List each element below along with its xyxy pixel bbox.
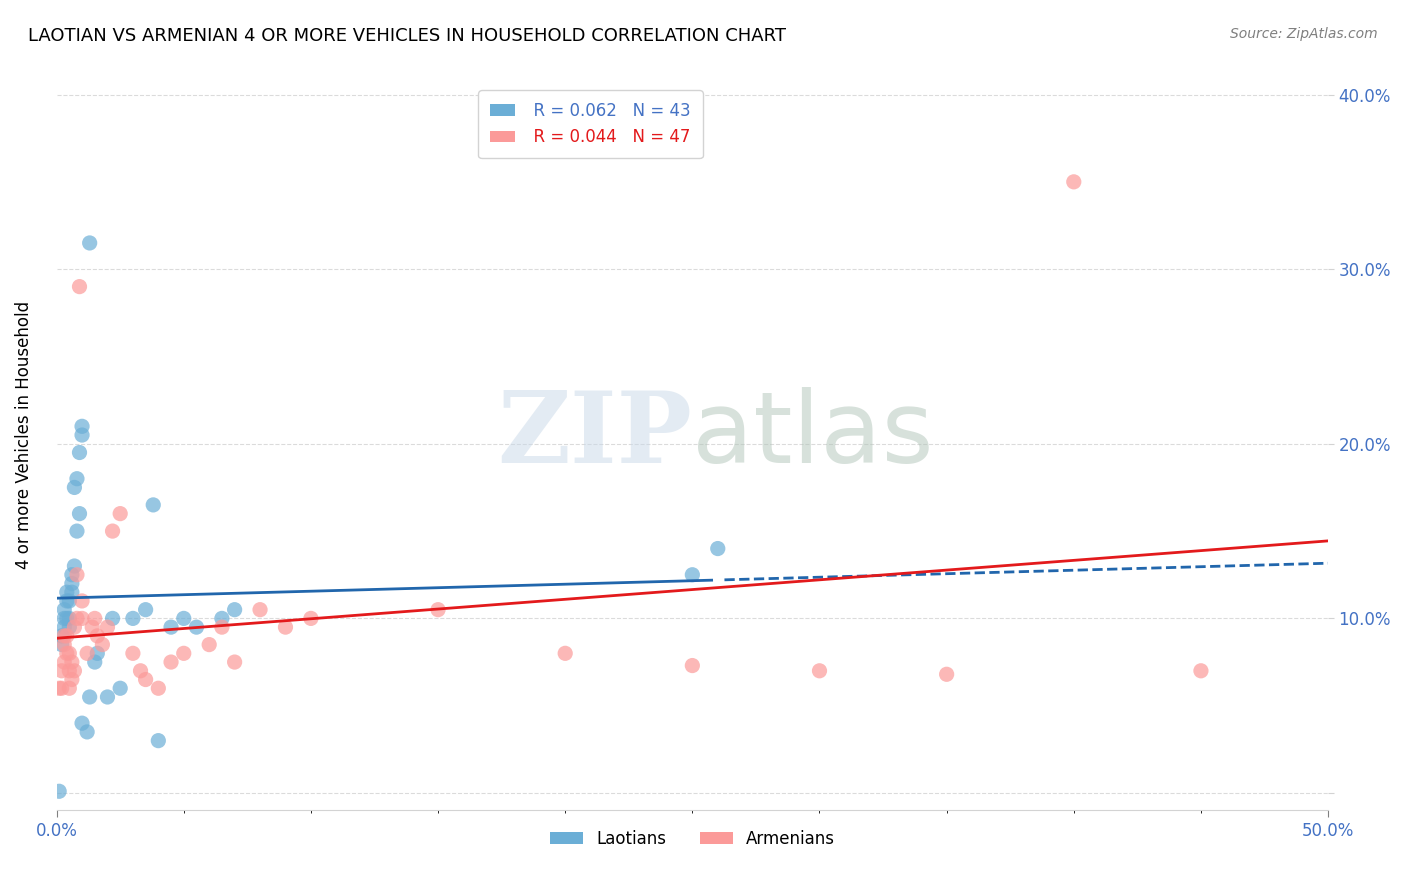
Laotians	[53, 602, 76, 616]
Laotians	[83, 655, 105, 669]
Laotians	[53, 620, 76, 634]
Armenians	[51, 664, 73, 678]
Armenians	[63, 664, 86, 678]
Armenians	[69, 279, 91, 293]
Laotians	[135, 602, 157, 616]
Armenians	[70, 594, 93, 608]
Laotians	[707, 541, 730, 556]
Armenians	[427, 602, 450, 616]
Laotians	[51, 629, 73, 643]
Laotians	[58, 594, 80, 608]
Laotians	[58, 611, 80, 625]
Laotians	[160, 620, 183, 634]
Armenians	[86, 629, 108, 643]
Laotians	[60, 576, 83, 591]
Armenians	[135, 673, 157, 687]
Text: LAOTIAN VS ARMENIAN 4 OR MORE VEHICLES IN HOUSEHOLD CORRELATION CHART: LAOTIAN VS ARMENIAN 4 OR MORE VEHICLES I…	[28, 27, 786, 45]
Armenians	[66, 611, 89, 625]
Armenians	[53, 655, 76, 669]
Laotians	[70, 428, 93, 442]
Laotians	[66, 524, 89, 538]
Armenians	[122, 646, 145, 660]
Armenians	[935, 667, 957, 681]
Armenians	[55, 646, 77, 660]
Armenians	[53, 638, 76, 652]
Text: Source: ZipAtlas.com: Source: ZipAtlas.com	[1230, 27, 1378, 41]
Laotians	[681, 567, 703, 582]
Armenians	[51, 681, 73, 696]
Armenians	[808, 664, 831, 678]
Armenians	[1063, 175, 1085, 189]
Laotians	[63, 559, 86, 574]
Laotians	[76, 725, 98, 739]
Laotians	[108, 681, 131, 696]
Laotians	[48, 784, 70, 798]
Text: atlas: atlas	[692, 386, 934, 483]
Armenians	[58, 681, 80, 696]
Laotians	[211, 611, 233, 625]
Laotians	[70, 419, 93, 434]
Laotians	[60, 567, 83, 582]
Armenians	[299, 611, 322, 625]
Armenians	[91, 638, 114, 652]
Armenians	[681, 658, 703, 673]
Laotians	[55, 594, 77, 608]
Armenians	[148, 681, 170, 696]
Armenians	[160, 655, 183, 669]
Laotians	[53, 611, 76, 625]
Armenians	[55, 629, 77, 643]
Laotians	[122, 611, 145, 625]
Armenians	[60, 655, 83, 669]
Armenians	[1189, 664, 1212, 678]
Armenians	[173, 646, 195, 660]
Armenians	[108, 507, 131, 521]
Armenians	[101, 524, 124, 538]
Legend: Laotians, Armenians: Laotians, Armenians	[543, 823, 842, 855]
Laotians	[224, 602, 246, 616]
Laotians	[96, 690, 118, 704]
Armenians	[198, 638, 221, 652]
Laotians	[142, 498, 165, 512]
Armenians	[60, 673, 83, 687]
Laotians	[55, 611, 77, 625]
Y-axis label: 4 or more Vehicles in Household: 4 or more Vehicles in Household	[15, 301, 32, 569]
Laotians	[86, 646, 108, 660]
Armenians	[96, 620, 118, 634]
Laotians	[66, 472, 89, 486]
Armenians	[48, 681, 70, 696]
Laotians	[79, 690, 101, 704]
Laotians	[70, 716, 93, 731]
Armenians	[83, 611, 105, 625]
Armenians	[274, 620, 297, 634]
Laotians	[58, 620, 80, 634]
Armenians	[554, 646, 576, 660]
Laotians	[60, 585, 83, 599]
Armenians	[82, 620, 104, 634]
Armenians	[76, 646, 98, 660]
Armenians	[70, 611, 93, 625]
Text: ZIP: ZIP	[498, 386, 692, 483]
Armenians	[211, 620, 233, 634]
Laotians	[63, 480, 86, 494]
Laotians	[51, 638, 73, 652]
Laotians	[69, 507, 91, 521]
Armenians	[249, 602, 271, 616]
Armenians	[58, 646, 80, 660]
Laotians	[69, 445, 91, 459]
Laotians	[55, 585, 77, 599]
Armenians	[129, 664, 152, 678]
Laotians	[148, 733, 170, 747]
Armenians	[58, 664, 80, 678]
Laotians	[186, 620, 208, 634]
Armenians	[53, 629, 76, 643]
Laotians	[79, 235, 101, 250]
Armenians	[63, 620, 86, 634]
Armenians	[224, 655, 246, 669]
Armenians	[66, 567, 89, 582]
Laotians	[173, 611, 195, 625]
Laotians	[101, 611, 124, 625]
